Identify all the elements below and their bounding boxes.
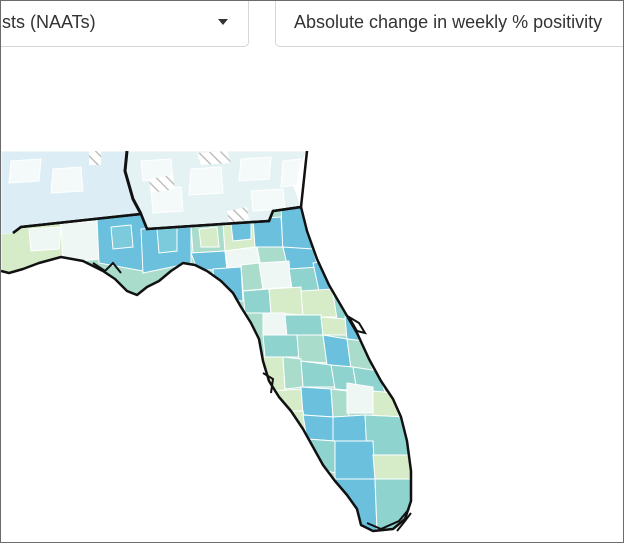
metric-dropdown-value: Absolute change in weekly % positivity: [294, 12, 603, 32]
metric-dropdown[interactable]: Absolute change in weekly % positivity: [275, 1, 623, 47]
test-type-dropdown[interactable]: sts (NAATs): [1, 1, 249, 47]
neighbor-states: [1, 150, 308, 236]
caret-down-icon[interactable]: [218, 19, 228, 25]
florida-counties: [1, 207, 411, 531]
test-type-dropdown-value: sts (NAATs): [2, 12, 96, 32]
florida-outline: [1, 205, 413, 533]
